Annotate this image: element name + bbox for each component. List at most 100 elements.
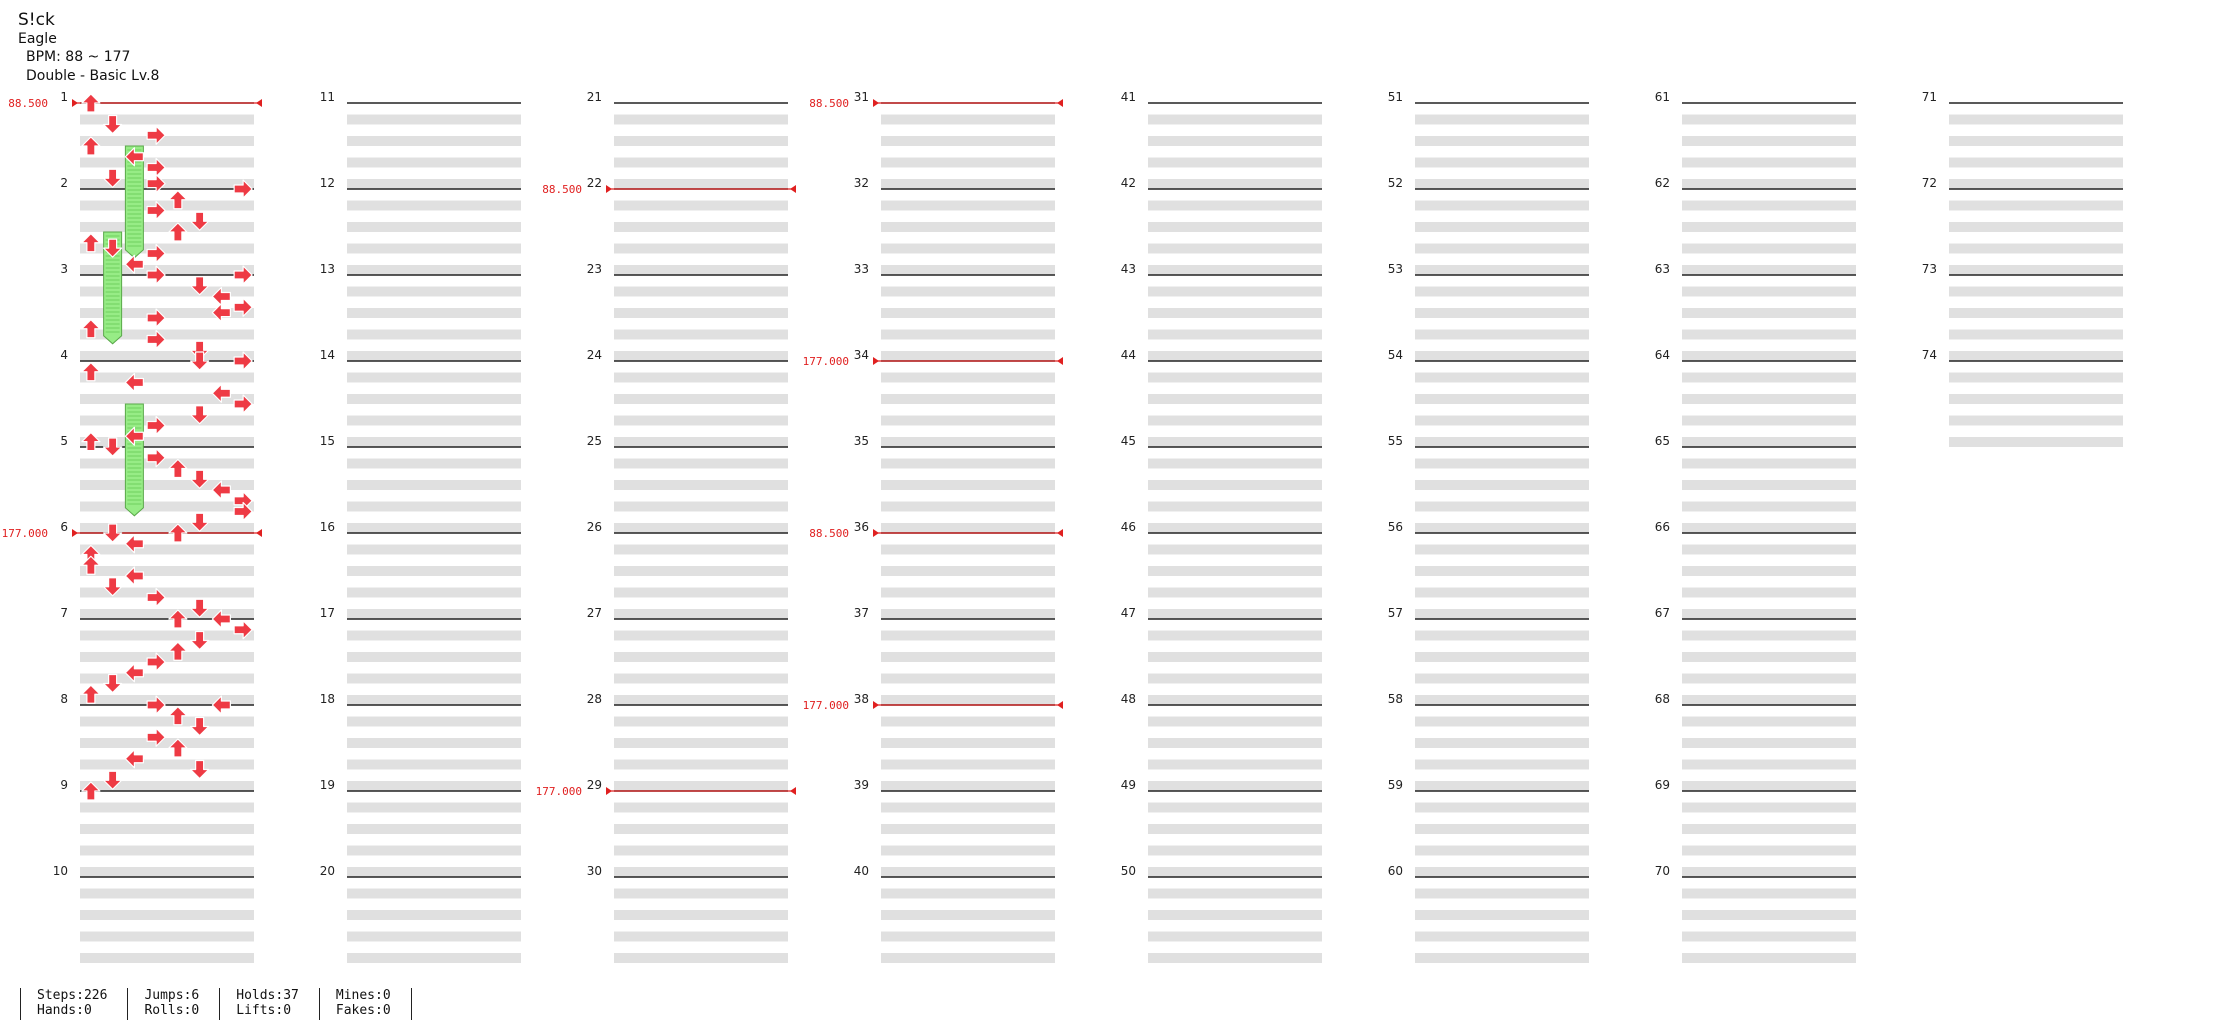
measure-number: 51 bbox=[1388, 90, 1403, 104]
beat-stripe bbox=[347, 587, 521, 598]
beat-stripe bbox=[347, 372, 521, 383]
beat-stripe bbox=[1682, 415, 1856, 426]
measure-number: 61 bbox=[1655, 90, 1670, 104]
measure-number: 72 bbox=[1922, 176, 1937, 190]
measure-block: 31 bbox=[854, 90, 1055, 189]
beat-stripe bbox=[1415, 587, 1589, 598]
beat-stripe bbox=[1682, 458, 1856, 469]
hold-note bbox=[124, 145, 144, 259]
measure-block: 12 bbox=[320, 176, 521, 275]
beat-stripe bbox=[1415, 286, 1589, 297]
measure-block: 66 bbox=[1655, 520, 1856, 619]
measure-number: 59 bbox=[1388, 778, 1403, 792]
beat-stripe bbox=[80, 802, 254, 813]
beat-stripe bbox=[614, 114, 788, 125]
step-arrow bbox=[81, 93, 101, 113]
beat-stripe bbox=[614, 931, 788, 942]
stat-rolls: Rolls:0 bbox=[144, 1003, 200, 1018]
beat-stripe bbox=[1415, 394, 1589, 404]
beat-stripe bbox=[614, 673, 788, 684]
measure-number: 58 bbox=[1388, 692, 1403, 706]
step-arrow bbox=[168, 190, 188, 210]
beat-stripe bbox=[347, 953, 521, 963]
measure-number: 17 bbox=[320, 606, 335, 620]
measure-number: 5 bbox=[60, 434, 68, 448]
measure-block: 11 bbox=[320, 90, 521, 189]
measure-number: 37 bbox=[854, 606, 869, 620]
measure-number: 49 bbox=[1121, 778, 1136, 792]
beat-stripe bbox=[1148, 179, 1322, 189]
beat-stripe bbox=[1949, 286, 2123, 297]
step-arrow bbox=[168, 222, 188, 242]
beat-stripe bbox=[614, 888, 788, 899]
bpm-change-marker: 88.500 bbox=[8, 97, 262, 110]
beat-stripe bbox=[881, 587, 1055, 598]
measure-number: 60 bbox=[1388, 864, 1403, 878]
beat-stripe bbox=[80, 523, 254, 533]
beat-stripe bbox=[1415, 544, 1589, 555]
beat-stripe bbox=[614, 372, 788, 383]
beat-stripe bbox=[1148, 372, 1322, 383]
beat-stripe bbox=[347, 265, 521, 275]
beat-stripe bbox=[1682, 265, 1856, 275]
measure-block: 25 bbox=[587, 434, 788, 533]
beat-stripe bbox=[80, 652, 254, 662]
song-title: S!ck bbox=[18, 10, 55, 30]
beat-stripe bbox=[1148, 351, 1322, 361]
beat-stripe bbox=[881, 286, 1055, 297]
beat-stripe bbox=[347, 845, 521, 856]
beat-stripe bbox=[1148, 114, 1322, 125]
beat-stripe bbox=[614, 867, 788, 877]
measure-block: 20 bbox=[320, 864, 521, 963]
measure-number: 55 bbox=[1388, 434, 1403, 448]
measure-block: 67 bbox=[1655, 606, 1856, 705]
beat-stripe bbox=[1682, 759, 1856, 770]
measure-block: 72 bbox=[1922, 176, 2123, 275]
step-arrow bbox=[103, 577, 123, 597]
beat-stripe bbox=[80, 845, 254, 856]
measure-number: 23 bbox=[587, 262, 602, 276]
measure-number: 13 bbox=[320, 262, 335, 276]
beat-stripe bbox=[1415, 480, 1589, 490]
step-arrow bbox=[146, 448, 166, 468]
step-arrow bbox=[233, 501, 253, 522]
beat-stripe bbox=[1682, 136, 1856, 146]
step-arrow bbox=[146, 125, 166, 145]
beat-stripe bbox=[80, 544, 254, 555]
beat-stripe bbox=[80, 673, 254, 684]
beat-stripe bbox=[1148, 845, 1322, 856]
beat-stripe bbox=[80, 329, 254, 340]
beat-stripe bbox=[1949, 351, 2123, 361]
beat-stripe bbox=[614, 759, 788, 770]
beat-stripe bbox=[881, 910, 1055, 920]
measure-number: 45 bbox=[1121, 434, 1136, 448]
beat-stripe bbox=[1148, 824, 1322, 834]
measure-block: 64 bbox=[1655, 348, 1856, 447]
measure-number: 46 bbox=[1121, 520, 1136, 534]
beat-stripe bbox=[1148, 394, 1322, 404]
measure-block: 63 bbox=[1655, 262, 1856, 361]
beat-stripe bbox=[1682, 953, 1856, 963]
beat-stripe bbox=[1148, 931, 1322, 942]
beat-stripe bbox=[80, 372, 254, 383]
beat-stripe bbox=[80, 609, 254, 619]
beat-stripe bbox=[347, 243, 521, 254]
measure-block: 18 bbox=[320, 692, 521, 791]
measure-block: 43 bbox=[1121, 262, 1322, 361]
measure-block: 9 bbox=[60, 778, 254, 877]
bpm-change-label: 88.500 bbox=[8, 97, 48, 110]
step-arrow bbox=[124, 372, 144, 393]
beat-stripe bbox=[80, 114, 254, 125]
beat-stripe bbox=[1415, 931, 1589, 942]
step-arrow bbox=[190, 351, 210, 371]
measure-number: 25 bbox=[587, 434, 602, 448]
beat-stripe bbox=[1415, 566, 1589, 576]
measure-number: 48 bbox=[1121, 692, 1136, 706]
step-arrow bbox=[124, 749, 144, 769]
beat-stripe bbox=[347, 179, 521, 189]
beat-stripe bbox=[1682, 157, 1856, 168]
step-arrow bbox=[146, 652, 166, 672]
beat-stripe bbox=[347, 308, 521, 318]
beat-stripe bbox=[614, 308, 788, 318]
measure-block: 58 bbox=[1388, 692, 1589, 791]
